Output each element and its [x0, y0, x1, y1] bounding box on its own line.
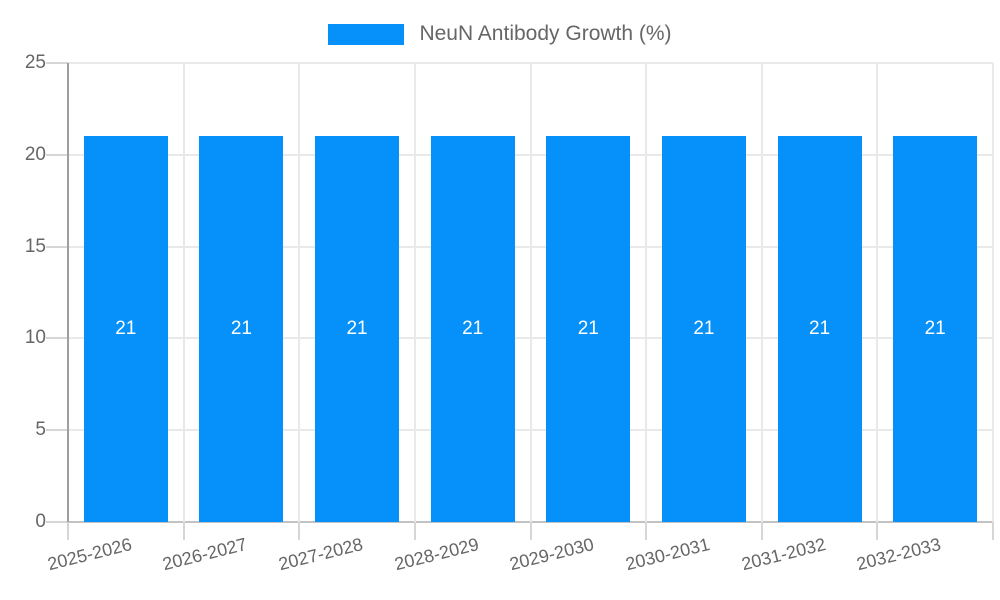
x-gridline — [645, 63, 648, 522]
x-tick-label: 2026-2027 — [160, 534, 250, 575]
bar[interactable] — [315, 136, 400, 522]
x-gridline — [760, 63, 763, 522]
y-tick-label: 25 — [24, 52, 46, 73]
y-tick-label: 5 — [35, 419, 46, 441]
x-tick — [182, 522, 185, 540]
x-tick-label: 2027-2028 — [276, 534, 365, 575]
bar-value-label: 21 — [808, 318, 831, 340]
bar-value-label: 21 — [462, 318, 484, 340]
legend-swatch[interactable] — [328, 23, 405, 45]
y-tick — [46, 337, 68, 340]
bar-value-label: 21 — [230, 318, 252, 340]
x-gridline — [529, 63, 532, 522]
bar-value-label: 21 — [577, 318, 599, 340]
x-tick — [298, 522, 301, 540]
y-tick-label: 0 — [35, 511, 46, 532]
x-gridline — [413, 63, 416, 522]
x-tick-label: 2029-2030 — [507, 534, 597, 575]
y-tick-label: 10 — [24, 327, 46, 349]
x-tick — [645, 522, 648, 540]
bar[interactable] — [893, 136, 978, 522]
bar-value-label: 21 — [693, 318, 715, 340]
y-tick — [46, 429, 68, 432]
y-tick-label: 20 — [24, 143, 46, 165]
y-tick — [46, 153, 68, 156]
y-tick — [46, 521, 68, 523]
bar[interactable] — [546, 136, 631, 522]
x-gridline — [992, 63, 994, 522]
x-tick — [876, 522, 879, 540]
bar[interactable] — [777, 136, 862, 522]
x-tick-label: 2032-2033 — [854, 534, 944, 575]
x-tick — [67, 522, 69, 540]
y-axis-line — [67, 63, 69, 522]
bar[interactable] — [661, 136, 746, 522]
x-gridline — [876, 63, 879, 522]
x-tick-label: 2028-2029 — [392, 534, 481, 575]
bar-value-label: 21 — [346, 318, 368, 340]
x-tick — [992, 522, 994, 540]
y-tick-label: 15 — [24, 235, 46, 257]
x-tick-label: 2031-2032 — [739, 534, 828, 575]
bar[interactable] — [199, 136, 284, 522]
y-tick — [46, 245, 68, 248]
x-tick — [529, 522, 532, 540]
chart-legend: NeuN Antibody Growth (%) — [0, 20, 1000, 48]
legend-label[interactable]: NeuN Antibody Growth (%) — [419, 22, 672, 45]
x-tick-label: 2025-2026 — [45, 534, 134, 575]
x-gridline — [182, 63, 185, 522]
x-tick — [760, 522, 763, 540]
bar[interactable] — [83, 136, 168, 522]
bar[interactable] — [430, 136, 515, 522]
x-gridline — [298, 63, 301, 522]
x-tick — [413, 522, 416, 540]
bar-value-label: 21 — [924, 318, 946, 340]
y-tick — [46, 62, 68, 64]
x-tick-label: 2030-2031 — [623, 534, 712, 575]
bar-value-label: 21 — [115, 318, 137, 340]
